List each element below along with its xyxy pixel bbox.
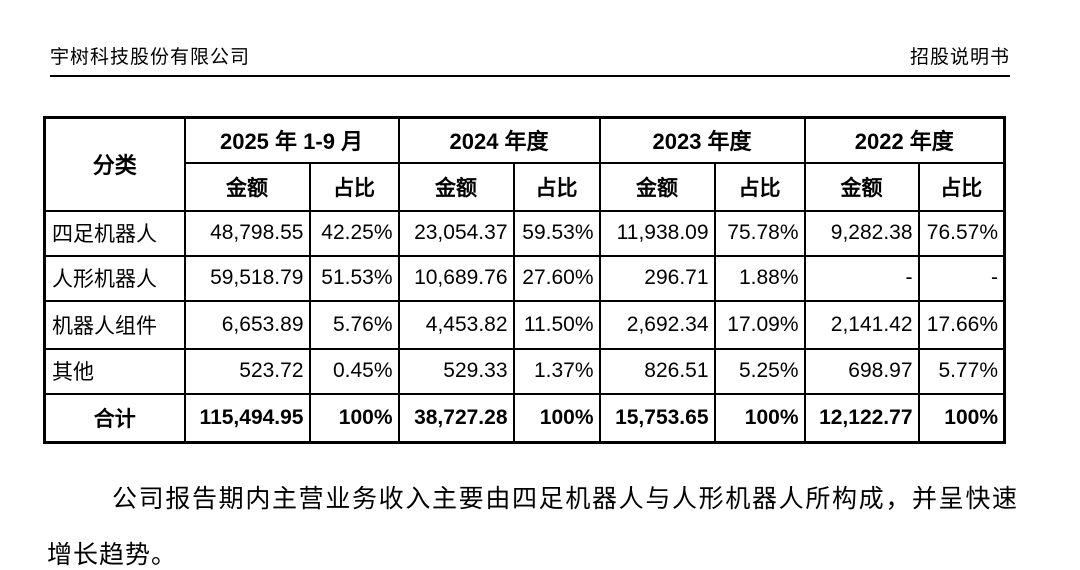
ratio-cell: 5.25%	[713, 347, 806, 395]
amount-cell: 38,727.28	[397, 392, 515, 444]
period-header-2022: 2022 年度	[803, 116, 1006, 164]
category-column-header: 分类	[43, 116, 186, 212]
ratio-cell: 1.37%	[512, 347, 601, 395]
ratio-cell: 51.53%	[308, 254, 400, 302]
total-label: 合计	[43, 392, 186, 444]
ratio-cell: 5.77%	[917, 347, 1006, 395]
amount-cell: 12,122.77	[803, 392, 920, 444]
amount-cell: 698.97	[803, 347, 920, 395]
amount-cell: 296.71	[598, 254, 716, 302]
ratio-cell: 1.88%	[713, 254, 806, 302]
ratio-cell: 100%	[512, 392, 601, 444]
table-header-row-periods: 分类 2025 年 1-9 月 2024 年度 2023 年度 2022 年度	[43, 116, 1006, 212]
amount-cell: 23,054.37	[397, 209, 515, 257]
ratio-cell: 17.66%	[917, 299, 1006, 350]
amount-cell: 9,282.38	[803, 209, 920, 257]
amount-header-2024: 金额	[397, 161, 515, 212]
table-row-quadruped: 四足机器人 48,798.55 42.25% 23,054.37 59.53% …	[43, 209, 1006, 257]
ratio-header-2024: 占比	[512, 161, 601, 212]
amount-cell: 115,494.95	[183, 392, 311, 444]
amount-cell: 4,453.82	[397, 299, 515, 350]
revenue-breakdown-table: 分类 2025 年 1-9 月 2024 年度 2023 年度 2022 年度 …	[43, 116, 1007, 444]
period-header-2023: 2023 年度	[598, 116, 806, 164]
table-row-components: 机器人组件 6,653.89 5.76% 4,453.82 11.50% 2,6…	[43, 299, 1006, 350]
ratio-header-2023: 占比	[713, 161, 806, 212]
ratio-cell: 17.09%	[713, 299, 806, 350]
category-cell: 其他	[43, 347, 186, 395]
category-cell: 机器人组件	[43, 299, 186, 350]
ratio-cell: 5.76%	[308, 299, 400, 350]
ratio-cell: 100%	[308, 392, 400, 444]
page-header: 宇树科技股份有限公司 招股说明书	[50, 0, 1010, 77]
category-cell: 四足机器人	[43, 209, 186, 257]
amount-cell: 2,141.42	[803, 299, 920, 350]
amount-cell: 59,518.79	[183, 254, 311, 302]
amount-cell: 826.51	[598, 347, 716, 395]
ratio-cell: 11.50%	[512, 299, 601, 350]
ratio-cell: 100%	[713, 392, 806, 444]
ratio-cell: 100%	[917, 392, 1006, 444]
ratio-cell: 0.45%	[308, 347, 400, 395]
amount-header-2025: 金额	[183, 161, 311, 212]
period-header-2024: 2024 年度	[397, 116, 601, 164]
amount-cell: 6,653.89	[183, 299, 311, 350]
category-cell: 人形机器人	[43, 254, 186, 302]
table-row-humanoid: 人形机器人 59,518.79 51.53% 10,689.76 27.60% …	[43, 254, 1006, 302]
amount-cell: 15,753.65	[598, 392, 716, 444]
amount-cell: -	[803, 254, 920, 302]
ratio-header-2022: 占比	[917, 161, 1006, 212]
company-name: 宇树科技股份有限公司	[50, 47, 251, 68]
ratio-cell: 42.25%	[308, 209, 400, 257]
amount-cell: 48,798.55	[183, 209, 311, 257]
body-paragraph: 公司报告期内主营业务收入主要由四足机器人与人形机器人所构成，并呈快速增长趋势。	[47, 486, 1018, 569]
amount-cell: 523.72	[183, 347, 311, 395]
amount-cell: 10,689.76	[397, 254, 515, 302]
ratio-cell: 27.60%	[512, 254, 601, 302]
table-header-row-subcolumns: 金额 占比 金额 占比 金额 占比 金额 占比	[45, 161, 1006, 212]
ratio-cell: 76.57%	[917, 209, 1006, 257]
doc-title: 招股说明书	[909, 47, 1010, 68]
table-row-others: 其他 523.72 0.45% 529.33 1.37% 826.51 5.25…	[43, 347, 1006, 395]
table-row-total: 合计 115,494.95 100% 38,727.28 100% 15,753…	[43, 392, 1006, 444]
ratio-cell: -	[917, 254, 1006, 302]
amount-cell: 11,938.09	[598, 209, 716, 257]
amount-header-2022: 金额	[803, 161, 920, 212]
amount-cell: 2,692.34	[598, 299, 716, 350]
amount-cell: 529.33	[397, 347, 515, 395]
amount-header-2023: 金额	[598, 161, 716, 212]
ratio-cell: 59.53%	[512, 209, 601, 257]
ratio-header-2025: 占比	[308, 161, 400, 212]
period-header-2025: 2025 年 1-9 月	[183, 116, 400, 164]
ratio-cell: 75.78%	[713, 209, 806, 257]
